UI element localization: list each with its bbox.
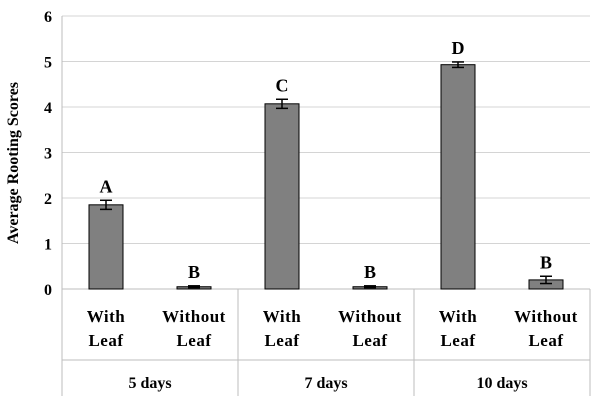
category-label: With Leaf [439, 307, 478, 350]
significance-label: B [540, 252, 552, 272]
category-label: Without Leaf [162, 307, 226, 350]
category-label: With Leaf [87, 307, 126, 350]
category-label-line: With [263, 307, 302, 326]
bar [440, 64, 476, 290]
y-tick-label: 4 [44, 100, 52, 117]
significance-label: C [276, 75, 289, 95]
category-label-line: Leaf [264, 331, 299, 350]
group-label: 5 days [128, 375, 171, 392]
bar [88, 204, 124, 290]
y-tick-label: 0 [44, 282, 52, 299]
bar [264, 103, 300, 290]
y-axis-label: Average Rooting Scores [5, 82, 22, 244]
category-label-line: With [439, 307, 478, 326]
significance-label: A [100, 176, 113, 196]
bars: A B C B D B [88, 38, 564, 290]
category-label: Without Leaf [338, 307, 402, 350]
significance-label: B [188, 262, 200, 282]
significance-label: B [364, 262, 376, 282]
category-label-line: Without [162, 307, 226, 326]
significance-label: D [452, 38, 465, 58]
category-label-line: Leaf [88, 331, 123, 350]
y-axis-ticks: 0 1 2 3 4 5 6 [44, 9, 52, 299]
category-label-line: Without [514, 307, 578, 326]
category-label-line: Without [338, 307, 402, 326]
group-label: 10 days [476, 375, 527, 392]
y-tick-label: 3 [44, 146, 52, 163]
category-label-line: Leaf [528, 331, 563, 350]
grid-lines [61, 15, 591, 396]
category-label: With Leaf [263, 307, 302, 350]
category-label-line: Leaf [176, 331, 211, 350]
category-label-line: With [87, 307, 126, 326]
y-tick-label: 2 [44, 191, 52, 208]
category-label: Without Leaf [514, 307, 578, 350]
group-label: 7 days [304, 375, 347, 392]
category-label-line: Leaf [352, 331, 387, 350]
y-tick-label: 6 [44, 9, 52, 26]
y-tick-label: 5 [44, 55, 52, 72]
x-axis-group-labels: 5 days 7 days 10 days [128, 375, 527, 392]
category-label-line: Leaf [440, 331, 475, 350]
y-tick-label: 1 [44, 237, 52, 254]
